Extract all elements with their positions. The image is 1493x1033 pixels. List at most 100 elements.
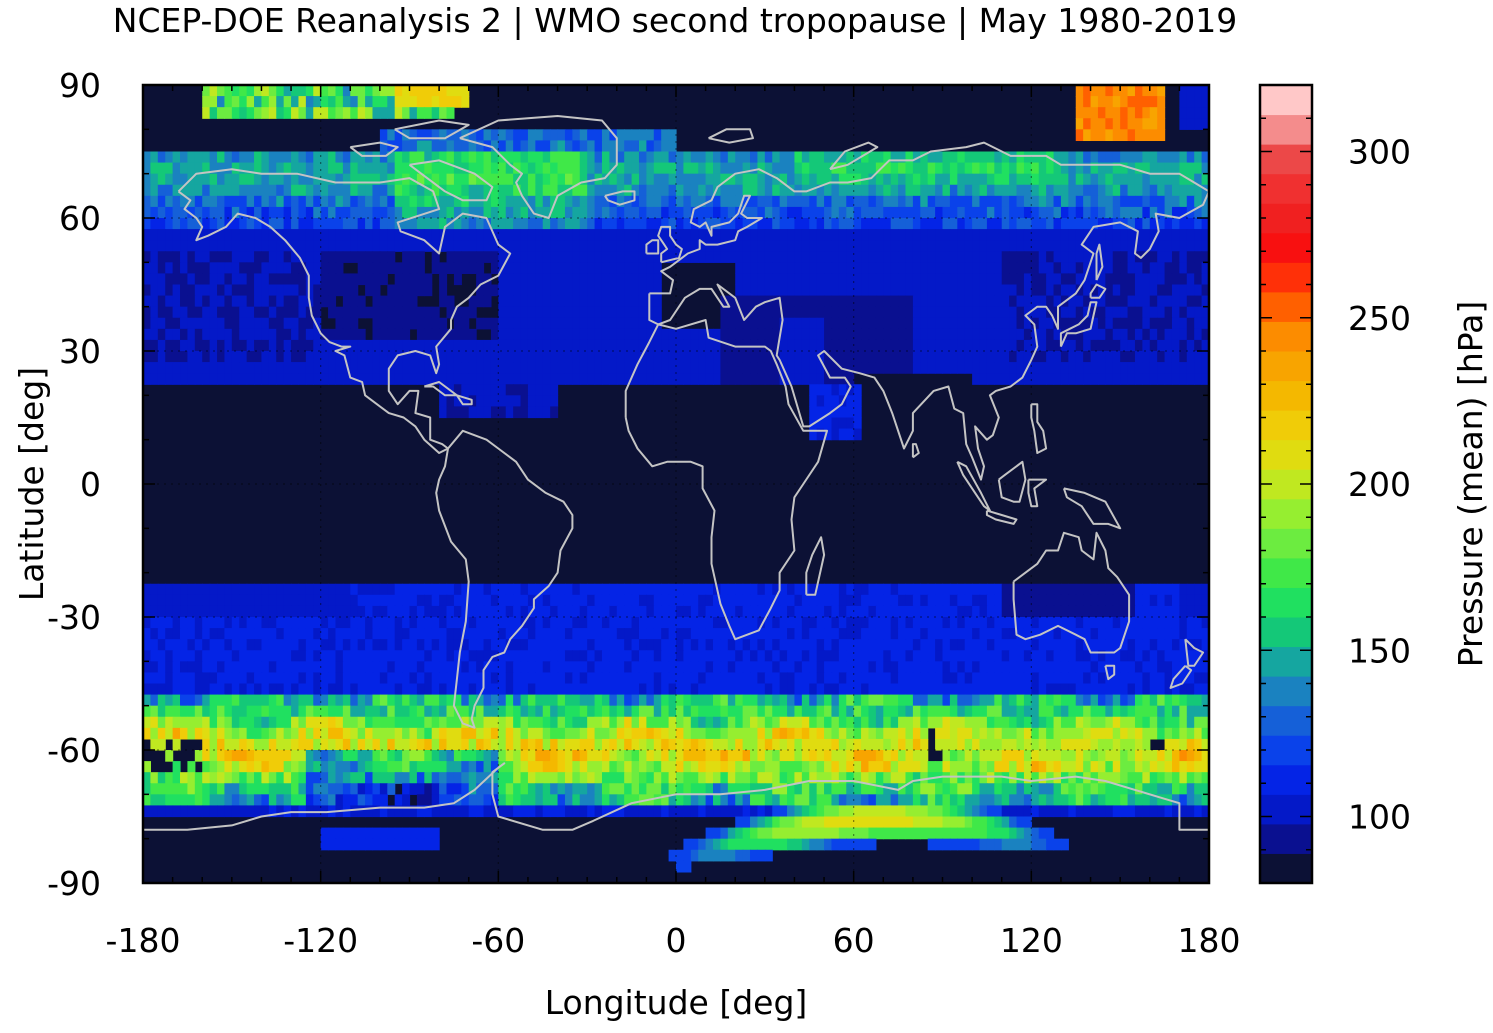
heatmap-cell	[1009, 639, 1018, 651]
heatmap-cell	[416, 683, 425, 696]
heatmap-cell	[757, 317, 766, 330]
heatmap-cell	[387, 129, 396, 142]
heatmap-cell	[143, 151, 151, 164]
heatmap-cell	[320, 328, 329, 341]
heatmap-cell	[1105, 705, 1114, 718]
heatmap-cell	[1127, 605, 1136, 618]
heatmap-cell	[994, 661, 1003, 674]
heatmap-cell	[898, 683, 907, 696]
heatmap-cell	[490, 173, 499, 186]
heatmap-cell	[905, 173, 914, 186]
heatmap-cell	[439, 173, 448, 186]
heatmap-cell	[431, 351, 440, 363]
heatmap-cell	[1090, 351, 1099, 363]
heatmap-cell	[964, 639, 973, 651]
heatmap-cell	[224, 328, 233, 341]
heatmap-cell	[912, 351, 921, 363]
heatmap-cell	[357, 694, 366, 707]
heatmap-cell	[905, 195, 914, 208]
heatmap-cell	[594, 195, 603, 208]
heatmap-cell	[461, 395, 470, 408]
heatmap-cell	[387, 351, 396, 363]
heatmap-cell	[246, 351, 255, 363]
heatmap-cell	[513, 295, 522, 308]
heatmap-cell	[809, 206, 818, 219]
heatmap-cell	[979, 362, 988, 374]
heatmap-cell	[846, 428, 855, 441]
heatmap-cell	[1068, 362, 1077, 374]
heatmap-cell	[601, 617, 610, 629]
heatmap-cell	[365, 306, 374, 319]
heatmap-cell	[350, 362, 359, 374]
heatmap-cell	[172, 195, 181, 208]
heatmap-cell	[535, 362, 544, 374]
heatmap-cell	[905, 317, 914, 330]
heatmap-cell	[313, 351, 322, 363]
heatmap-cell	[468, 373, 477, 385]
heatmap-cell	[335, 229, 344, 241]
heatmap-cell	[676, 195, 684, 208]
heatmap-cell	[1201, 583, 1209, 596]
heatmap-cell	[180, 284, 189, 297]
heatmap-cell	[1127, 705, 1136, 718]
heatmap-cell	[416, 617, 425, 629]
heatmap-cell	[439, 96, 448, 108]
heatmap-cell	[490, 694, 499, 707]
heatmap-cell	[1179, 639, 1188, 651]
heatmap-cell	[1149, 362, 1158, 374]
heatmap-cell	[1112, 705, 1121, 718]
heatmap-cell	[1001, 317, 1010, 330]
heatmap-cell	[1142, 295, 1151, 308]
heatmap-cell	[853, 195, 862, 208]
heatmap-cell	[276, 639, 285, 651]
heatmap-cell	[261, 151, 270, 164]
heatmap-cell	[313, 218, 322, 230]
heatmap-cell	[713, 683, 722, 696]
heatmap-cell	[979, 262, 988, 275]
heatmap-cell	[157, 373, 166, 385]
heatmap-cell	[801, 240, 810, 252]
heatmap-cell	[861, 262, 870, 275]
heatmap-cell	[209, 306, 218, 319]
heatmap-cell	[1060, 173, 1069, 186]
heatmap-cell	[1023, 351, 1032, 363]
heatmap-cell	[846, 639, 855, 651]
heatmap-cell	[1046, 328, 1055, 341]
heatmap-cell	[957, 184, 966, 197]
heatmap-cell	[180, 195, 189, 208]
heatmap-cell	[1179, 306, 1188, 319]
heatmap-cell	[572, 705, 581, 718]
heatmap-cell	[949, 206, 958, 219]
heatmap-cell	[787, 362, 796, 374]
heatmap-cell	[1134, 151, 1143, 164]
heatmap-cell	[964, 672, 973, 685]
heatmap-cell	[335, 96, 344, 108]
heatmap-cell	[698, 683, 707, 696]
heatmap-cell	[809, 594, 818, 607]
heatmap-cell	[920, 184, 929, 197]
heatmap-cell	[165, 694, 174, 707]
heatmap-cell	[165, 362, 174, 374]
heatmap-cell	[254, 628, 263, 640]
heatmap-cell	[276, 628, 285, 640]
heatmap-cell	[683, 683, 692, 696]
heatmap-cell	[305, 262, 314, 275]
heatmap-cell	[986, 284, 995, 297]
heatmap-cell	[986, 306, 995, 319]
heatmap-cell	[483, 406, 492, 419]
heatmap-cell	[690, 672, 699, 685]
heatmap-cell	[994, 328, 1003, 341]
heatmap-cell	[557, 594, 566, 607]
heatmap-cell	[180, 306, 189, 319]
heatmap-cell	[409, 295, 418, 308]
heatmap-cell	[365, 273, 374, 286]
heatmap-cell	[676, 650, 684, 662]
heatmap-cell	[646, 195, 655, 208]
heatmap-cell	[1171, 339, 1180, 352]
heatmap-cell	[387, 151, 396, 164]
heatmap-cell	[402, 85, 411, 97]
heatmap-cell	[816, 328, 825, 341]
heatmap-cell	[350, 694, 359, 707]
heatmap-cell	[690, 195, 699, 208]
heatmap-cell	[1134, 273, 1143, 286]
